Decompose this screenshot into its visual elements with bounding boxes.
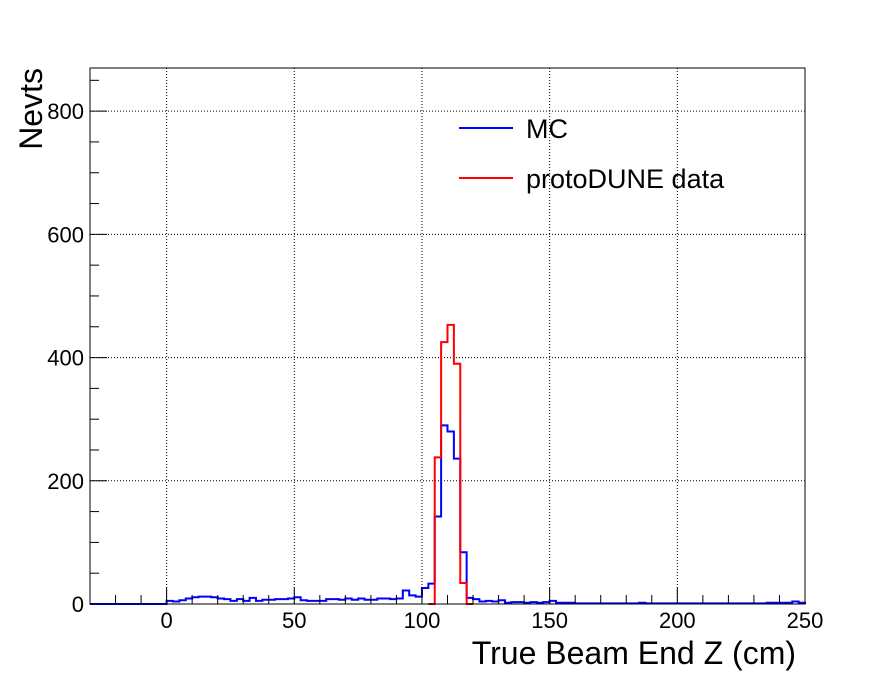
legend-label-protodune-data: protoDUNE data: [526, 164, 725, 194]
y-tick-label: 400: [47, 346, 84, 371]
x-tick-label: 200: [659, 608, 696, 633]
y-tick-label: 600: [47, 222, 84, 247]
histogram-bin: [416, 597, 422, 604]
x-axis-title: True Beam End Z (cm): [472, 635, 796, 671]
histogram-bin: [448, 325, 454, 604]
y-tick-label: 800: [47, 99, 84, 124]
x-tick-label: 0: [160, 608, 172, 633]
x-tick-label: 50: [282, 608, 306, 633]
legend: MC protoDUNE data: [459, 114, 725, 194]
y-tick-label: 200: [47, 469, 84, 494]
x-tick-label: 250: [787, 608, 824, 633]
series-mc: [90, 424, 806, 605]
y-axis-title: Nevts: [13, 68, 49, 150]
x-tick-label: 100: [404, 608, 441, 633]
series-protodune-data: [428, 323, 474, 605]
legend-label-mc: MC: [526, 114, 568, 144]
y-tick-label: 0: [72, 592, 84, 617]
x-tick-label: 150: [531, 608, 568, 633]
axis-ticks: [90, 79, 806, 605]
tick-labels: 0 50 100 150 200 250 0 200 400 600 800: [47, 99, 823, 633]
histogram-line-protodune-data: [428, 323, 474, 605]
histogram-series: [90, 323, 806, 605]
histogram-line-mc: [90, 424, 806, 605]
